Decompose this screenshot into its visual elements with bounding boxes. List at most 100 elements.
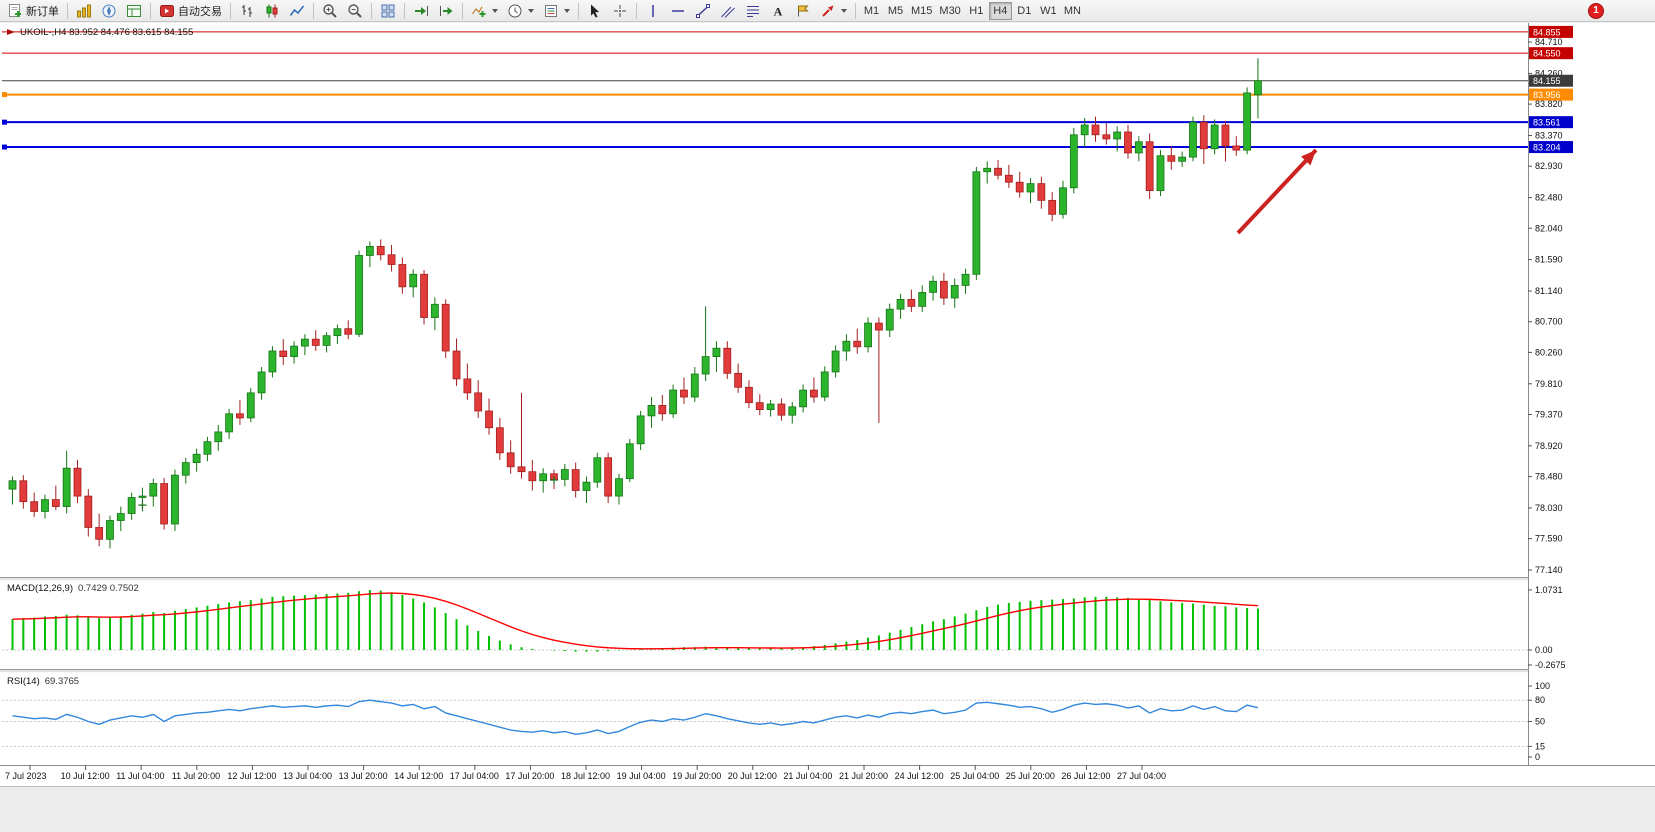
time-label: 25 Jul 04:00 <box>950 771 999 781</box>
candle-body <box>593 457 602 483</box>
autotrading-button[interactable]: 自动交易 <box>155 1 226 21</box>
templates-button[interactable] <box>539 1 574 21</box>
pane-divider[interactable] <box>0 577 1528 581</box>
indicators-button[interactable] <box>467 1 502 21</box>
price-tick-label: 82.480 <box>1535 193 1563 203</box>
cross-marker[interactable] <box>550 476 558 485</box>
price-badge <box>1529 47 1573 60</box>
candle-body <box>1004 174 1013 183</box>
toolbar-separator <box>404 2 405 19</box>
candle-body <box>181 462 190 476</box>
candle-body <box>1167 155 1176 162</box>
blue-support-line-2-handle[interactable] <box>2 144 7 150</box>
rsi-name: RSI(14) <box>7 676 40 687</box>
candle-body <box>918 292 927 307</box>
arrow-head <box>1300 150 1316 166</box>
market-watch-button[interactable] <box>72 1 96 21</box>
time-label: 7 Jul 2023 <box>5 771 47 781</box>
candle-body <box>799 389 807 408</box>
tile-windows-button[interactable] <box>376 1 400 21</box>
dropdown-caret-icon <box>528 8 534 13</box>
candle-body <box>398 264 407 288</box>
time-label: 26 Jul 12:00 <box>1061 771 1110 781</box>
orange-level-line-handle[interactable] <box>2 92 7 98</box>
candle-body <box>333 328 342 337</box>
price-badge-label: 84.155 <box>1533 76 1561 86</box>
timeframe-d1-button[interactable]: D1 <box>1017 4 1032 17</box>
candle-body <box>127 497 136 514</box>
zoom-out-button[interactable] <box>343 1 367 21</box>
timeframe-m15-button[interactable]: M15 <box>911 4 933 17</box>
timeframe-m5-button[interactable]: M5 <box>887 4 904 17</box>
terminal-button[interactable] <box>122 1 146 21</box>
vertical-line-tool-button[interactable] <box>641 1 665 21</box>
candle-body <box>1232 145 1241 151</box>
chart-shift-button[interactable] <box>434 1 458 21</box>
candle-body <box>149 483 158 497</box>
svg-text:A: A <box>774 4 783 18</box>
candle-body <box>701 356 710 375</box>
timeframe-mn-button[interactable]: MN <box>1063 4 1081 17</box>
text-label-tool-button[interactable] <box>791 1 815 21</box>
candle-body <box>1221 124 1230 147</box>
zoom-in-button[interactable] <box>318 1 342 21</box>
horizontal-line-tool-button[interactable] <box>666 1 690 21</box>
cross-marker[interactable] <box>138 501 147 510</box>
candle-body <box>929 280 937 293</box>
periods-button[interactable] <box>503 1 538 21</box>
navigator-button[interactable] <box>97 1 121 21</box>
autotrading-label: 自动交易 <box>178 5 222 18</box>
toolbar-separator <box>636 2 637 19</box>
bar-chart-button[interactable] <box>235 1 259 21</box>
timeframe-m1-button[interactable]: M1 <box>863 4 880 17</box>
candle-body <box>51 499 60 507</box>
candle-body <box>983 167 992 173</box>
candle-body <box>84 495 93 528</box>
blue-support-line-1-handle[interactable] <box>2 119 7 125</box>
candle-body <box>62 467 71 507</box>
price-tick-label: 82.040 <box>1535 223 1563 233</box>
rsi-scale-label: 15 <box>1535 741 1545 751</box>
pane-divider[interactable] <box>0 669 1528 673</box>
candle-body <box>745 386 753 404</box>
candle-body <box>236 413 244 419</box>
toolbar-separator <box>371 2 372 19</box>
candle-body <box>214 431 223 443</box>
time-label: 13 Jul 04:00 <box>283 771 332 781</box>
price-badge-label: 84.855 <box>1533 27 1561 37</box>
candlestick-chart-button[interactable] <box>260 1 284 21</box>
candle-body <box>647 405 656 417</box>
price-tick-label: 79.810 <box>1535 379 1563 389</box>
tile-windows-icon <box>381 4 395 17</box>
time-label: 19 Jul 20:00 <box>672 771 721 781</box>
auto-scroll-button[interactable] <box>409 1 433 21</box>
timeframe-m30-button[interactable]: M30 <box>939 4 961 17</box>
macd-scale-label: -0.2675 <box>1535 660 1566 670</box>
new-order-button[interactable]: 新订单 <box>3 1 63 21</box>
timeframe-h1-button[interactable]: H1 <box>969 4 984 17</box>
line-chart-button[interactable] <box>285 1 309 21</box>
text-tool-button[interactable]: A <box>766 1 790 21</box>
candle-body <box>203 441 212 455</box>
candle-body <box>376 245 385 256</box>
candle-body <box>452 350 461 380</box>
macd-label: MACD(12,26,9) 0.7429 0.7502 <box>7 583 139 594</box>
arrows-tool-button[interactable] <box>816 1 851 21</box>
macd-name: MACD(12,26,9) <box>7 583 73 594</box>
trend-arrow-annotation[interactable] <box>1236 148 1318 235</box>
time-label: 21 Jul 20:00 <box>839 771 888 781</box>
timeframe-h4-button[interactable]: H4 <box>988 1 1012 20</box>
notification-badge[interactable]: 1 <box>1588 2 1604 19</box>
candle-body <box>939 280 948 299</box>
rsi-scale-label: 0 <box>1535 752 1540 762</box>
cursor-button[interactable] <box>583 1 607 21</box>
fibonacci-tool-button[interactable] <box>741 1 765 21</box>
candle-body <box>246 392 255 419</box>
horizontal-lines[interactable] <box>2 31 1528 150</box>
crosshair-button[interactable] <box>608 1 632 21</box>
candle-body <box>1210 124 1219 150</box>
trendline-tool-button[interactable] <box>691 1 715 21</box>
channel-tool-button[interactable] <box>716 1 740 21</box>
timeframe-w1-button[interactable]: W1 <box>1040 4 1057 17</box>
